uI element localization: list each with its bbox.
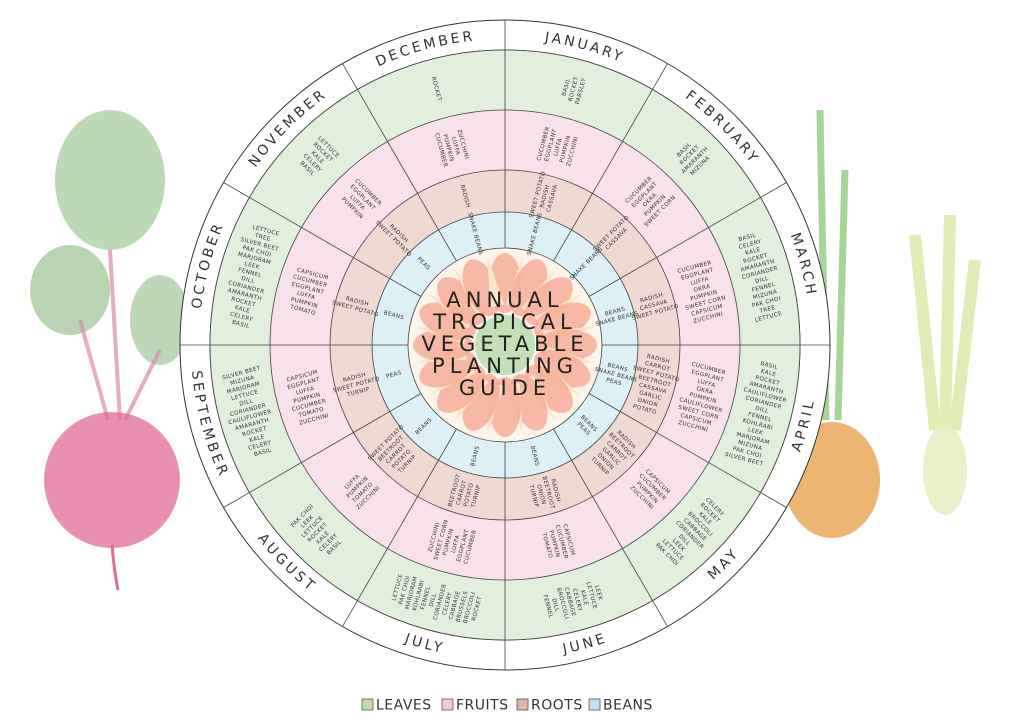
crop-label: KALE (760, 369, 777, 379)
crop-label: CELERY (738, 239, 762, 251)
beet-leaf (130, 275, 190, 365)
crop-label: DILL (754, 406, 769, 415)
legend-swatch (361, 698, 374, 711)
petal (524, 364, 573, 413)
petal (437, 364, 486, 413)
title-line: GUIDE (459, 376, 551, 400)
crop-label: BEANS (383, 310, 405, 321)
legend: LEAVES FRUITS ROOTS BEANS (361, 698, 653, 714)
crop-label: ONION (637, 398, 659, 409)
crop-label: KALE (249, 434, 266, 444)
crop-label: LUFFA (451, 534, 462, 554)
crop-label: LUFFA (450, 136, 461, 156)
crop-label: RADISH (640, 292, 664, 304)
legend-swatch (588, 698, 601, 711)
crop-label: LUFFA (690, 276, 710, 287)
crop-label: KALE (234, 305, 251, 315)
crop-label: DILL (550, 598, 559, 613)
crop-label: CELERY (229, 311, 253, 323)
legend-label: ROOTS (531, 698, 583, 714)
beet-leaf (30, 245, 110, 335)
crop-label: BASIL (562, 77, 573, 96)
petal-spike (487, 254, 505, 308)
title-line: ANNUAL (446, 288, 563, 312)
divider (342, 428, 457, 627)
wheel: JANUARYBASILROCKETPARSLEYCUCUMBEREGGPLAN… (179, 19, 831, 671)
crop-label: CELERY (571, 588, 583, 612)
crop-label: BEANS (470, 445, 481, 467)
crop-label: RADISH (459, 184, 471, 208)
divider (588, 182, 787, 297)
crop-label: RADISH (646, 354, 670, 366)
divider (223, 182, 422, 297)
spring-onion (909, 214, 981, 431)
flower-core (475, 315, 535, 375)
legend-swatch (516, 698, 529, 711)
beet-tail (110, 544, 120, 591)
legend-label: BEANS (603, 698, 653, 714)
crop-label: LEEK (593, 585, 603, 601)
crop-label: KALE (745, 247, 762, 257)
crop-label: LEEK (244, 261, 260, 271)
crop-label: BASIL (253, 448, 272, 459)
crop-label: DILL (755, 276, 770, 285)
crop-label: BASIL (760, 361, 779, 372)
divider (223, 393, 422, 508)
crop-label: RADISH (342, 372, 366, 384)
crop-label: DILL (429, 592, 438, 607)
crop-label: BEANS (604, 306, 626, 317)
title-line: TROPICAL (432, 310, 577, 334)
crop-label: LUFFA (296, 386, 316, 397)
beetroot (44, 412, 180, 548)
crop-label: PEAS (605, 377, 622, 387)
crop-label: DILL (239, 398, 254, 407)
crop-label: PEAS (386, 370, 403, 380)
crop-label: KALE (579, 590, 589, 607)
crop-label: ONION (535, 484, 546, 506)
crop-label: OKRA (696, 386, 714, 396)
crop-label: BASIL (231, 320, 250, 331)
petal (437, 277, 486, 326)
spring-onion-bulb (923, 425, 967, 515)
crop-label: CELERY (442, 592, 454, 616)
crop-label: LEEK (747, 427, 763, 437)
divider (588, 393, 787, 508)
crop-label: LUFFA (296, 291, 316, 302)
crop-label: OKRA (693, 284, 711, 294)
divider (342, 63, 457, 262)
crop-label: LUFFA (553, 137, 564, 157)
beet-stem (78, 249, 162, 421)
crop-label: RADISH (549, 478, 561, 502)
decorations (30, 109, 981, 591)
legend-swatch (441, 698, 454, 711)
divider (553, 428, 668, 627)
crop-label: RADISH (345, 296, 369, 308)
crop-label: BEANS (529, 445, 540, 467)
crop-label: LUFFA (696, 379, 716, 390)
crop-label: BASIL (738, 233, 757, 244)
crop-label: GARLIC (638, 390, 662, 402)
crop-label: TREE (758, 305, 776, 315)
legend-label: FRUITS (456, 698, 509, 714)
crop-label: RADISH (539, 184, 551, 208)
petal (524, 277, 573, 326)
crop-label: BEANS (607, 362, 629, 373)
crop-label: DILL (241, 276, 256, 285)
title-line: VEGETABLE (421, 332, 588, 356)
beet-leaf (55, 110, 165, 250)
crop-label: TREE (253, 233, 271, 243)
legend-label: LEAVES (376, 698, 432, 714)
crop-label: CELERY (248, 440, 272, 452)
divider (553, 63, 668, 262)
title-line: PLANTING (432, 354, 578, 378)
